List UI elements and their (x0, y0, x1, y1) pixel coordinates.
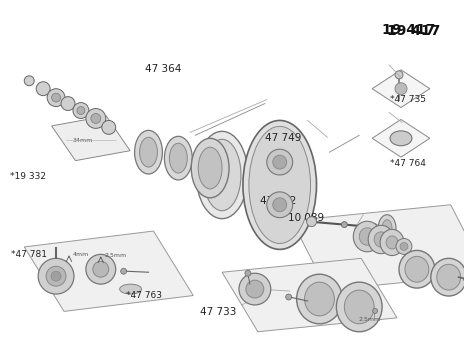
Text: 4mm: 4mm (73, 252, 89, 257)
Ellipse shape (191, 138, 229, 198)
Circle shape (52, 93, 60, 102)
Text: 47 749: 47 749 (265, 133, 301, 143)
Text: *47 763: *47 763 (126, 291, 162, 300)
Circle shape (93, 261, 109, 277)
Circle shape (24, 76, 34, 86)
Ellipse shape (198, 147, 222, 189)
Ellipse shape (297, 274, 342, 324)
Circle shape (400, 243, 408, 250)
Ellipse shape (134, 130, 162, 174)
Circle shape (273, 198, 287, 212)
Circle shape (73, 103, 89, 118)
Circle shape (286, 294, 292, 300)
Circle shape (267, 192, 292, 218)
Circle shape (246, 280, 264, 298)
Ellipse shape (140, 137, 158, 167)
Circle shape (102, 120, 116, 134)
Text: *47 781: *47 781 (11, 250, 47, 259)
Circle shape (86, 108, 106, 128)
Ellipse shape (368, 225, 394, 254)
Text: *47 764: *47 764 (390, 159, 425, 168)
Ellipse shape (386, 236, 398, 249)
Circle shape (396, 238, 412, 254)
Ellipse shape (405, 256, 429, 282)
Ellipse shape (353, 221, 381, 252)
Circle shape (46, 266, 66, 286)
Circle shape (77, 106, 85, 114)
Text: 10 089: 10 089 (288, 213, 324, 223)
Ellipse shape (378, 215, 396, 243)
Ellipse shape (305, 282, 334, 316)
Circle shape (370, 224, 378, 232)
Ellipse shape (382, 220, 392, 238)
Polygon shape (24, 231, 193, 312)
Text: 47 752: 47 752 (260, 196, 297, 206)
Circle shape (91, 113, 101, 124)
Polygon shape (52, 116, 130, 161)
Polygon shape (372, 119, 430, 157)
Ellipse shape (390, 131, 412, 146)
Ellipse shape (380, 229, 404, 256)
Circle shape (372, 308, 378, 313)
Circle shape (239, 273, 271, 305)
Circle shape (121, 268, 126, 274)
Ellipse shape (344, 290, 374, 324)
Ellipse shape (249, 126, 311, 244)
Circle shape (36, 82, 50, 96)
Circle shape (341, 222, 347, 228)
Circle shape (267, 149, 292, 175)
Ellipse shape (374, 232, 388, 247)
Circle shape (61, 97, 75, 111)
Circle shape (47, 89, 65, 106)
Ellipse shape (120, 284, 141, 294)
Circle shape (464, 276, 465, 282)
Text: 2.5mm: 2.5mm (105, 253, 127, 258)
Ellipse shape (169, 143, 187, 173)
Ellipse shape (399, 250, 435, 288)
Ellipse shape (437, 264, 461, 290)
Circle shape (86, 254, 116, 284)
Text: 19 417: 19 417 (387, 24, 441, 38)
Ellipse shape (203, 139, 241, 211)
Ellipse shape (431, 258, 465, 296)
Text: 47 779: 47 779 (352, 232, 389, 242)
Ellipse shape (336, 282, 382, 332)
Ellipse shape (196, 131, 248, 219)
Polygon shape (372, 70, 430, 107)
Ellipse shape (165, 136, 192, 180)
Text: 2.5mm: 2.5mm (358, 317, 380, 322)
Ellipse shape (359, 228, 375, 245)
Circle shape (395, 71, 403, 79)
Ellipse shape (243, 120, 317, 250)
Text: 47 364: 47 364 (145, 64, 181, 74)
Circle shape (306, 217, 317, 226)
Text: *47 735: *47 735 (390, 95, 425, 104)
Circle shape (51, 271, 61, 281)
Circle shape (245, 270, 251, 276)
Polygon shape (222, 258, 397, 332)
Circle shape (395, 83, 407, 94)
Text: *19 332: *19 332 (10, 172, 46, 181)
Text: 47 733: 47 733 (200, 307, 237, 317)
Text: 19 417: 19 417 (382, 23, 436, 37)
Circle shape (273, 155, 287, 169)
Polygon shape (292, 205, 465, 290)
Circle shape (38, 258, 74, 294)
Text: 34mm: 34mm (73, 138, 93, 143)
